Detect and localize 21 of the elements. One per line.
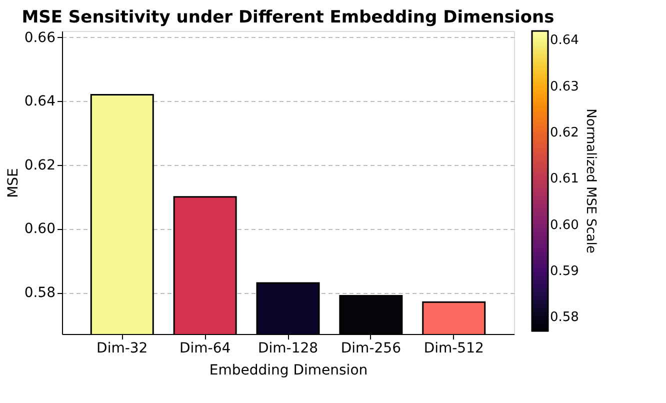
x-tick-label: Dim-128 [258, 340, 318, 356]
color-bar-label: 0.58 [550, 310, 579, 326]
y-tick-label: 0.58 [24, 285, 56, 302]
color-bar-label: 0.62 [550, 126, 579, 141]
y-axis-title: MSE [5, 168, 22, 198]
x-tick-label: Dim-256 [340, 340, 402, 356]
x-tick-label: Dim-32 [96, 340, 148, 356]
x-tick-label: Dim-512 [424, 340, 484, 356]
y-tick-label: 0.62 [24, 157, 56, 174]
y-tick-label: 0.64 [24, 94, 56, 110]
y-tick-label: 0.60 [24, 221, 56, 238]
color-bar-label: 0.60 [550, 218, 579, 233]
color-bar-label: 0.63 [550, 79, 579, 94]
color-bar-label: 0.59 [550, 264, 579, 279]
color-bar-label: 0.64 [550, 33, 579, 48]
chart-title: MSE Sensitivity under Different Embedding Dimensions [22, 7, 554, 28]
color-bar-title: Normalized MSE Scale [583, 108, 598, 254]
y-tick-label: 0.66 [24, 30, 56, 46]
x-tick-label: Dim-64 [179, 340, 231, 356]
x-axis-title: Embedding Dimension [209, 362, 368, 378]
color-bar-label: 0.61 [550, 172, 579, 187]
